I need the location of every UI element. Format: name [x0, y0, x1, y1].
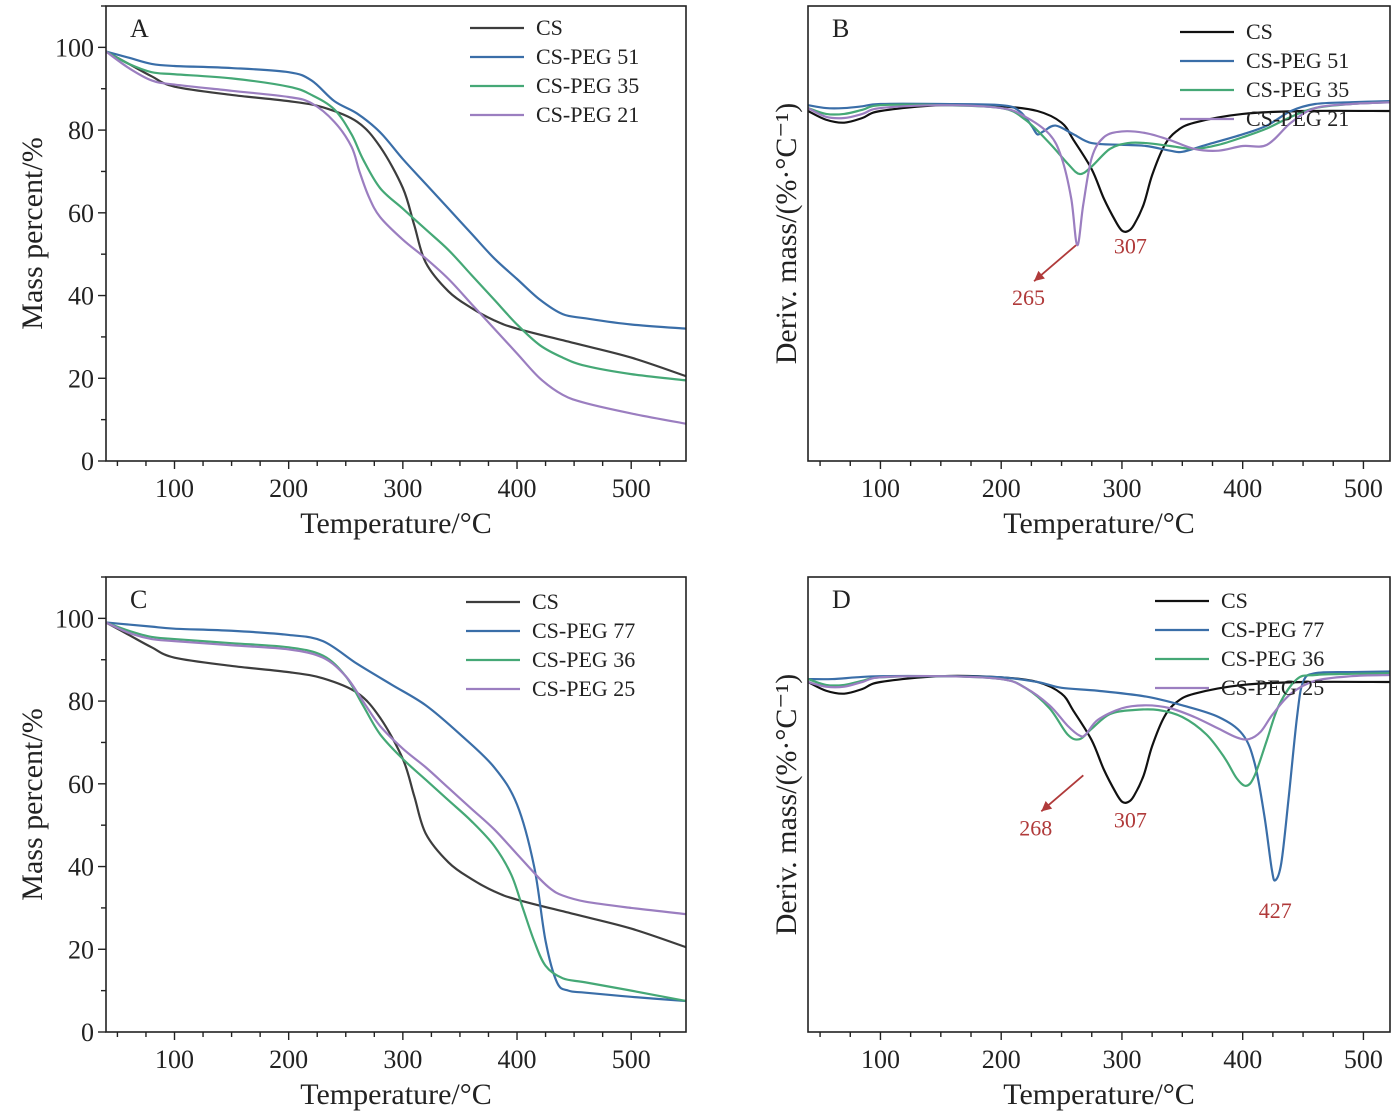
y-axis-title: Mass percent/% [16, 708, 49, 900]
panel-a: 100 200 300 400 500 0 20 40 60 80 100 Temperature/°… [16, 5, 687, 540]
x-axis-title: Temperature/°C [300, 1078, 491, 1111]
y-tick-label: 20 [68, 364, 94, 393]
legend-entry: CS-PEG 36 [532, 647, 635, 672]
y-tick-label: 0 [81, 447, 94, 476]
x-tick-label: 200 [269, 1045, 308, 1074]
x-tick-label: 500 [612, 474, 651, 503]
y-tick-label: 100 [55, 33, 94, 62]
series-line-cs-peg-35 [106, 50, 686, 382]
x-tick-label: 300 [383, 1045, 422, 1074]
x-tick-label: 300 [1102, 474, 1141, 503]
panel-d: 100 200 300 400 500 Temperature/°C Deriv. mass… [770, 576, 1391, 1111]
panel-c: 100 200 300 400 500 0 20 40 60 80 100 Temperature/°… [16, 576, 687, 1111]
legend-entry: CS-PEG 21 [536, 102, 639, 127]
y-tick-label: 0 [81, 1018, 94, 1047]
x-tick-label: 100 [861, 474, 900, 503]
panel-letter: D [832, 585, 851, 614]
annotation-label: 307 [1114, 808, 1147, 833]
y-tick-label: 80 [68, 687, 94, 716]
plot-frame [105, 5, 687, 462]
y-tick-label: 40 [68, 282, 94, 311]
series-line-cs-peg-35 [808, 101, 1390, 176]
annotation-label: 265 [1012, 285, 1045, 310]
x-tick-label: 500 [1344, 1045, 1383, 1074]
panel-letter: A [130, 14, 149, 43]
x-tick-label: 400 [498, 474, 537, 503]
x-tick-label: 200 [982, 1045, 1021, 1074]
y-axis-title: Deriv. mass/(%·°C⁻¹) [770, 674, 803, 936]
x-tick-label: 100 [861, 1045, 900, 1074]
annotation-arrow-head [1034, 270, 1045, 282]
x-tick-label: 300 [383, 474, 422, 503]
legend-entry: CS [1221, 588, 1248, 613]
legend-entry: CS-PEG 25 [532, 676, 635, 701]
series-line-cs [106, 50, 686, 378]
panel-letter: C [130, 585, 147, 614]
x-tick-label: 400 [1223, 1045, 1262, 1074]
legend-entry: CS-PEG 77 [1221, 617, 1324, 642]
series-line-cs-peg-25 [106, 621, 686, 916]
x-axis-title: Temperature/°C [300, 507, 491, 540]
legend-entry: CS-PEG 51 [536, 44, 639, 69]
series-line-cs-peg-51 [808, 99, 1390, 154]
legend: CS CS-PEG 77 CS-PEG 36 CS-PEG 25 [466, 589, 635, 701]
x-tick-label: 200 [982, 474, 1021, 503]
plot-frame [807, 576, 1391, 1033]
series-line-cs-peg-21 [808, 101, 1390, 247]
y-axis-title: Mass percent/% [16, 137, 49, 329]
legend: CS CS-PEG 51 CS-PEG 35 CS-PEG 21 [1180, 19, 1349, 131]
y-tick-label: 20 [68, 935, 94, 964]
panel-b: 100 200 300 400 500 Temperature/°C Deriv. mass… [770, 5, 1391, 540]
legend-entry: CS [1246, 19, 1273, 44]
y-tick-label: 60 [68, 199, 94, 228]
legend-entry: CS-PEG 51 [1246, 48, 1349, 73]
legend-entry: CS-PEG 36 [1221, 646, 1324, 671]
legend: CS CS-PEG 51 CS-PEG 35 CS-PEG 21 [470, 15, 639, 127]
panel-letter: B [832, 14, 849, 43]
x-tick-label: 400 [1223, 474, 1262, 503]
series-lines [808, 670, 1390, 882]
y-tick-label: 40 [68, 853, 94, 882]
plot-frame [105, 576, 687, 1033]
x-tick-label: 400 [498, 1045, 537, 1074]
legend-entry: CS-PEG 35 [536, 73, 639, 98]
annotation-label: 427 [1259, 898, 1292, 923]
annotation-arrow-head [1041, 801, 1053, 812]
series-line-cs-peg-25 [808, 673, 1390, 741]
plot-frame [807, 5, 1391, 462]
x-axis-title: Temperature/°C [1003, 1078, 1194, 1111]
series-line-cs-peg-51 [106, 50, 686, 330]
legend-entry: CS [536, 15, 563, 40]
x-tick-label: 500 [612, 1045, 651, 1074]
y-tick-label: 100 [55, 604, 94, 633]
legend-entry: CS-PEG 21 [1246, 106, 1349, 131]
y-axis-title: Deriv. mass/(%·°C⁻¹) [770, 103, 803, 365]
annotation-label: 268 [1019, 815, 1052, 840]
series-line-cs-peg-36 [106, 621, 686, 1003]
legend: CS CS-PEG 77 CS-PEG 36 CS-PEG 25 [1155, 588, 1324, 700]
legend-entry: CS [532, 589, 559, 614]
x-tick-label: 100 [155, 1045, 194, 1074]
series-line-cs-peg-77 [106, 621, 686, 1003]
x-axis-title: Temperature/°C [1003, 507, 1194, 540]
y-tick-label: 80 [68, 116, 94, 145]
series-line-cs-peg-21 [106, 50, 686, 425]
legend-entry: CS-PEG 25 [1221, 675, 1324, 700]
series-line-cs-peg-77 [808, 670, 1390, 882]
x-tick-label: 500 [1344, 474, 1383, 503]
y-tick-label: 60 [68, 770, 94, 799]
series-line-cs [808, 674, 1390, 804]
series-lines [106, 621, 686, 1003]
x-tick-label: 300 [1102, 1045, 1141, 1074]
series-lines [106, 50, 686, 425]
annotation-label: 307 [1114, 234, 1147, 259]
series-lines [808, 99, 1390, 247]
x-tick-label: 100 [155, 474, 194, 503]
legend-entry: CS-PEG 35 [1246, 77, 1349, 102]
series-line-cs [808, 103, 1390, 233]
x-tick-label: 200 [269, 474, 308, 503]
legend-entry: CS-PEG 77 [532, 618, 635, 643]
